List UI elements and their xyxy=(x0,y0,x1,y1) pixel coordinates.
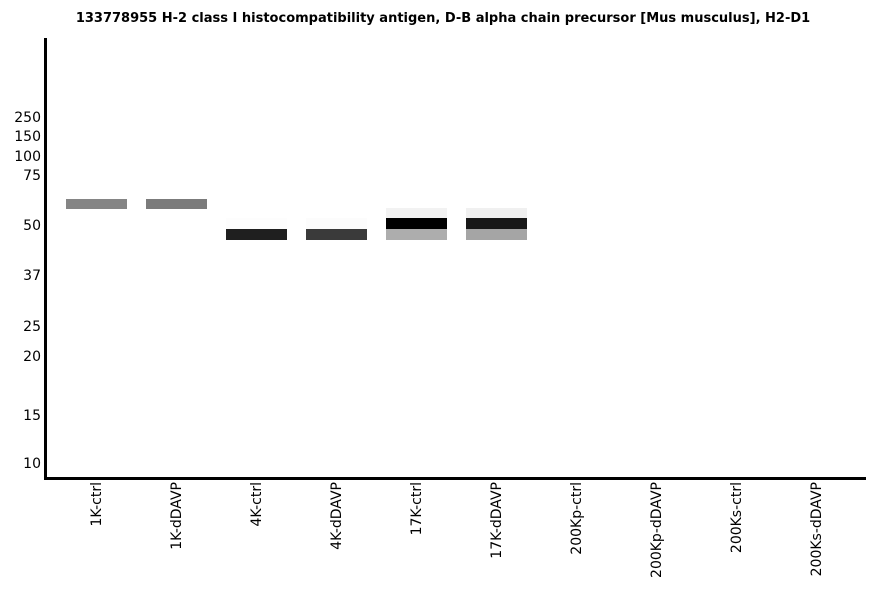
figure-title: 133778955 H-2 class I histocompatibility… xyxy=(75,11,811,26)
mw-tick-label: 37 xyxy=(23,268,41,284)
lane-label-text: 17K-ctrl xyxy=(408,482,425,536)
lane-label-text: 1K-ctrl xyxy=(88,482,105,527)
gel-band-strip xyxy=(466,218,527,229)
lane-label-text: 17K-dDAVP xyxy=(488,482,505,559)
gel-band-strip xyxy=(66,199,127,209)
gel-band-strip xyxy=(466,208,527,218)
y-axis-line xyxy=(44,38,47,480)
gel-band-strip xyxy=(306,229,367,240)
mw-tick-label: 75 xyxy=(23,168,41,184)
gel-band-strip xyxy=(386,218,447,229)
mw-tick-label: 250 xyxy=(14,110,41,126)
gel-band-strip xyxy=(226,229,287,240)
mw-tick-label: 20 xyxy=(23,349,41,365)
mw-tick-label: 100 xyxy=(14,149,41,165)
mw-tick-label: 25 xyxy=(23,319,41,335)
gel-band-strip xyxy=(226,218,287,229)
lane-label-text: 4K-dDAVP xyxy=(328,482,345,550)
mw-tick-label: 15 xyxy=(23,408,41,424)
mw-tick-label: 50 xyxy=(23,218,41,234)
gel-band-strip xyxy=(466,229,527,240)
x-axis-line xyxy=(44,477,866,480)
gel-band-strip xyxy=(386,208,447,218)
gel-band-strip xyxy=(306,218,367,229)
lane-label-text: 1K-dDAVP xyxy=(168,482,185,550)
lane-label-text: 4K-ctrl xyxy=(248,482,265,527)
mw-tick-label: 10 xyxy=(23,456,41,472)
lane-label-text: 200Kp-ctrl xyxy=(568,482,585,555)
lane-label-text: 200Ks-ctrl xyxy=(728,482,745,554)
gel-band-strip xyxy=(386,229,447,240)
lane-label-text: 200Kp-dDAVP xyxy=(648,482,665,578)
gel-band-strip xyxy=(146,199,207,209)
mw-tick-label: 150 xyxy=(14,129,41,145)
lane-label-text: 200Ks-dDAVP xyxy=(808,482,825,577)
